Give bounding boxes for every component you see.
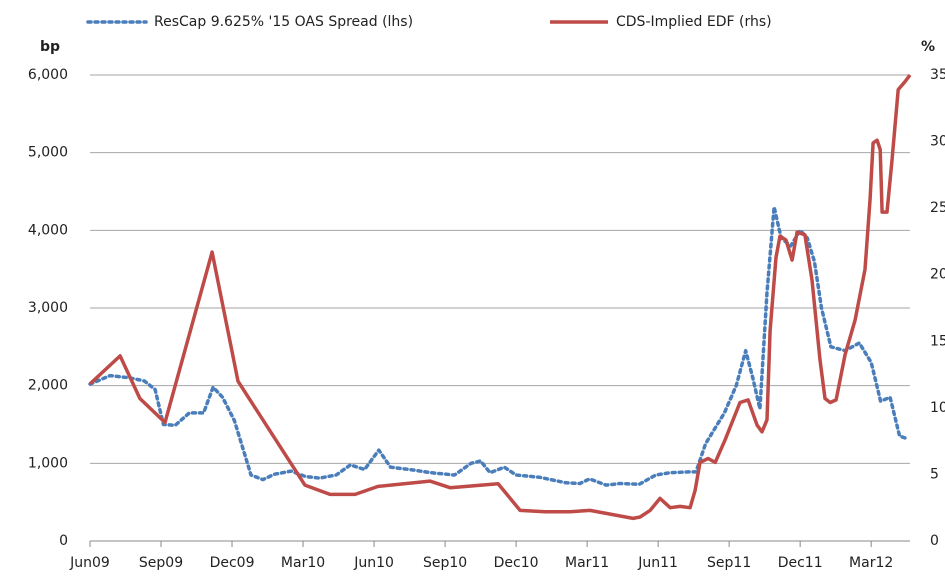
legend-label: CDS-Implied EDF (rhs)	[616, 14, 772, 30]
y2-tick-label: 25	[930, 200, 945, 216]
series-line	[88, 205, 909, 487]
y-tick-label: 1,000	[28, 455, 68, 471]
y2-tick-label: 5	[930, 466, 939, 482]
y2-tick-label: 10	[930, 400, 945, 416]
y2-axis-label: %	[921, 39, 935, 55]
y2-tick-label: 35	[930, 67, 945, 83]
y-tick-label: 0	[59, 533, 68, 549]
y-tick-label: 3,000	[28, 300, 68, 316]
x-tick-label: Dec09	[210, 555, 255, 571]
y-tick-label: 2,000	[28, 378, 68, 394]
series-line	[88, 73, 912, 521]
x-tick-label: Mar12	[849, 555, 893, 571]
x-tick-label: Sep11	[707, 555, 751, 571]
x-tick-label: Sep10	[423, 555, 467, 571]
x-tick-label: Jun09	[69, 555, 110, 571]
x-tick-label: Jun11	[637, 555, 678, 571]
y-tick-label: 6,000	[28, 67, 68, 83]
y-axis-label: bp	[40, 39, 60, 55]
y2-tick-label: 30	[930, 134, 945, 150]
x-tick-label: Sep09	[139, 555, 183, 571]
y2-tick-label: 20	[930, 267, 945, 283]
x-tick-label: Dec11	[778, 555, 823, 571]
legend-label: ResCap 9.625% '15 OAS Spread (lhs)	[154, 14, 413, 30]
y-tick-label: 4,000	[28, 222, 68, 238]
x-tick-label: Dec10	[494, 555, 539, 571]
y-tick-label: 5,000	[28, 145, 68, 161]
y2-tick-label: 0	[930, 533, 939, 549]
y2-tick-label: 15	[930, 333, 945, 349]
x-tick-label: Mar10	[281, 555, 325, 571]
x-tick-label: Jun10	[353, 555, 394, 571]
x-tick-label: Mar11	[565, 555, 609, 571]
